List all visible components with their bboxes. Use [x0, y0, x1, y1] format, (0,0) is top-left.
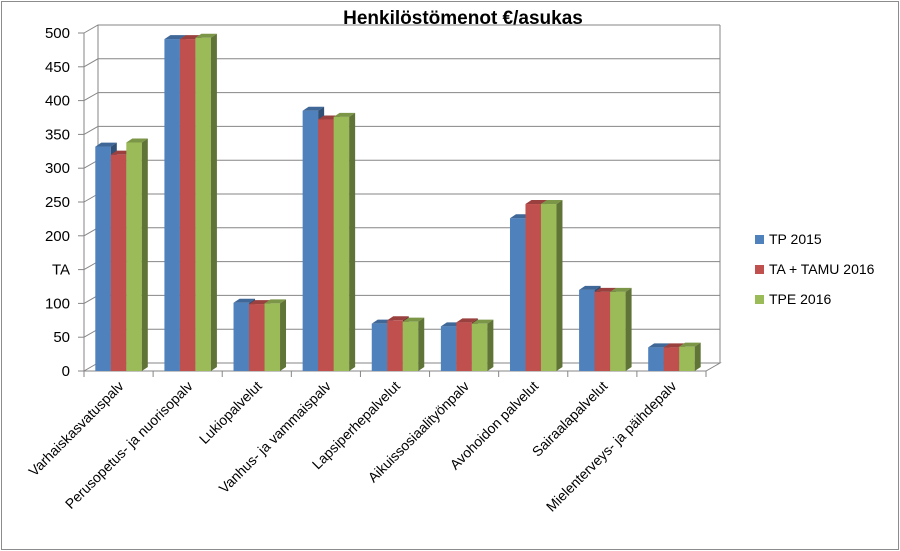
bar: [264, 299, 287, 371]
bar-side: [418, 317, 425, 371]
bar-front: [509, 218, 526, 371]
legend-label: TP 2015: [769, 231, 822, 247]
bar-front: [402, 321, 419, 371]
bar-front: [164, 39, 180, 372]
legend-label: TPE 2016: [769, 291, 831, 307]
bars: [95, 33, 701, 372]
bar-side: [694, 342, 701, 371]
bar-top: [264, 299, 287, 304]
y-tick-label: 500: [45, 25, 70, 42]
bar-front: [679, 346, 695, 371]
x-tick-label: Vanhus- ja vammaispalv: [216, 378, 334, 496]
bar-top: [456, 318, 478, 323]
bar-front: [648, 347, 664, 371]
x-tick-label: Perusopetus- ja nuorisopalv: [62, 378, 196, 512]
bar-top: [648, 343, 670, 348]
bar-top: [333, 112, 356, 117]
bar-side: [625, 287, 632, 371]
bar-top: [525, 200, 547, 205]
y-tick-label: 450: [45, 59, 70, 76]
gridline: [83, 92, 720, 102]
legend-item: TP 2015: [755, 231, 822, 247]
bar-front: [440, 326, 457, 371]
bar-front: [249, 304, 265, 371]
bar-front: [456, 322, 472, 371]
bar-top: [95, 142, 117, 147]
legend-label: TA + TAMU 2016: [769, 261, 875, 277]
bar-top: [302, 106, 325, 111]
chart-title: Henkilöstömenot €/asukas: [343, 8, 583, 29]
y-tick-label: 400: [45, 93, 70, 110]
bar-top: [679, 342, 701, 347]
bar: [333, 112, 356, 371]
y-tick-label: 200: [45, 228, 70, 245]
bar-top: [540, 200, 563, 205]
bar-front: [579, 289, 595, 371]
legend-swatch: [755, 265, 764, 274]
bar-side: [210, 33, 217, 372]
bar-front: [594, 291, 611, 371]
bar-front: [264, 303, 281, 371]
legend-swatch: [755, 295, 764, 304]
bar-top: [233, 298, 256, 303]
gridline: [83, 125, 720, 135]
bar: [610, 287, 632, 371]
legend-item: TPE 2016: [755, 291, 831, 307]
legend: TP 2015 TA + TAMU 2016 TPE 2016: [755, 231, 875, 307]
bar-front: [610, 291, 626, 371]
y-tick-label: 350: [45, 126, 70, 143]
y-axis: 0 50 100 TA 200 250 300 350 400 450 500: [45, 25, 84, 380]
bar-side: [487, 319, 494, 371]
bar-top: [402, 317, 425, 322]
bar: [471, 319, 494, 371]
bar-front: [195, 37, 211, 372]
bar-side: [556, 200, 563, 371]
x-tick-label: Lukiopalvelut: [196, 378, 265, 447]
bar-front: [110, 154, 127, 371]
bar-top: [164, 35, 186, 40]
bar-top: [471, 319, 494, 324]
bar-front: [233, 302, 250, 371]
bar-front: [302, 110, 319, 372]
gridline: [83, 24, 720, 34]
bar-top: [126, 138, 148, 143]
bar: [402, 317, 425, 371]
bar: [126, 138, 148, 371]
bar-top: [594, 287, 617, 292]
bar-side: [280, 299, 287, 371]
y-tick-label: 100: [45, 295, 70, 312]
bar-front: [333, 116, 350, 371]
bar-front: [387, 320, 403, 371]
bar-front: [318, 119, 334, 371]
y-tick-label: TA: [52, 262, 70, 279]
y-tick-label: 250: [45, 194, 70, 211]
bar-side: [349, 112, 356, 371]
bar-front: [540, 204, 557, 371]
y-tick-label: 300: [45, 160, 70, 177]
bar-front: [95, 146, 111, 371]
y-tick-label: 0: [62, 363, 70, 380]
bar-front: [471, 323, 488, 371]
bar-top: [610, 287, 632, 292]
bar-top: [387, 316, 409, 321]
bar-front: [126, 142, 142, 371]
bar: [195, 33, 217, 372]
y-tick-label: 50: [53, 329, 70, 346]
bar: [540, 200, 563, 371]
bar: [679, 342, 701, 371]
bar-front: [663, 347, 680, 371]
gridline: [83, 58, 720, 68]
bar-front: [179, 39, 196, 372]
bar-top: [579, 285, 601, 290]
legend-swatch: [755, 235, 764, 244]
bar-front: [371, 323, 388, 371]
x-tick-label: Mielenterveys- ja päihdepalv: [543, 378, 680, 515]
bar-top: [195, 33, 217, 38]
legend-item: TA + TAMU 2016: [755, 261, 875, 277]
bar-side: [141, 138, 148, 371]
bar-front: [525, 204, 541, 371]
